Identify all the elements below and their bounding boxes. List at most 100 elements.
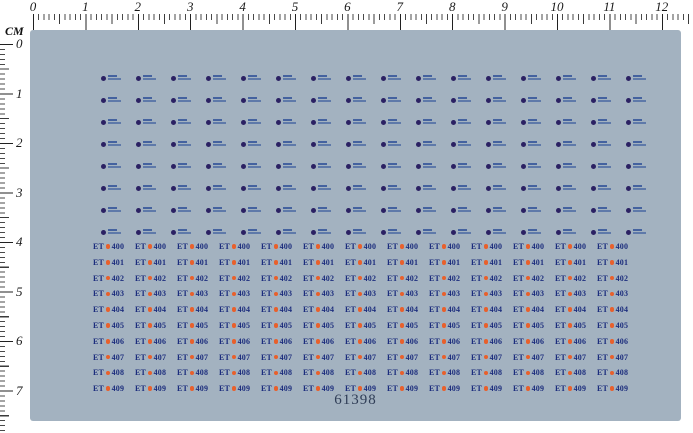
et-prefix: ET — [135, 273, 147, 283]
emblem-text-lines — [458, 141, 471, 147]
emblem-text-lines — [248, 75, 261, 81]
et-prefix: ET — [93, 273, 105, 283]
emblem-item — [416, 163, 436, 169]
et-prefix: ET — [597, 368, 609, 378]
v-ruler-number: 0 — [16, 36, 23, 51]
et-number: 400 — [531, 242, 545, 251]
et-prefix: ET — [261, 257, 273, 267]
v-ruler-number: 4 — [16, 234, 23, 249]
et-prefix: ET — [261, 384, 273, 394]
et-number: 401 — [321, 257, 335, 267]
emblem-text-lines — [318, 207, 331, 213]
emblem-dot — [591, 76, 596, 81]
emblem-item — [381, 207, 401, 213]
emblem-text-lines — [178, 119, 191, 125]
emblem-item — [556, 75, 576, 81]
et-decal-item: ET 401 — [261, 258, 292, 267]
et-number: 408 — [111, 368, 125, 378]
et-number: 409 — [447, 384, 461, 394]
et-decal-item: ET 407 — [387, 353, 418, 362]
et-prefix: ET — [261, 352, 273, 362]
et-number: 403 — [573, 289, 587, 299]
emblem-dot — [101, 186, 106, 191]
emblem-dot — [241, 164, 246, 169]
emblem-text-lines — [108, 75, 121, 81]
et-orange-dot — [567, 260, 573, 265]
et-orange-dot — [315, 275, 321, 281]
emblem-item — [626, 185, 646, 191]
et-prefix: ET — [555, 352, 567, 362]
et-decal-item: ET 405 — [93, 321, 124, 330]
et-decal-item: ET 400 — [303, 242, 334, 251]
et-number: 408 — [447, 368, 461, 378]
et-number: 403 — [153, 289, 167, 299]
emblem-item — [346, 207, 366, 213]
emblem-dot — [206, 230, 211, 235]
et-number: 402 — [237, 273, 251, 283]
emblem-dot — [521, 186, 526, 191]
et-prefix: ET — [345, 352, 357, 362]
emblem-text-lines — [493, 141, 506, 147]
emblem-dot — [241, 208, 246, 213]
emblem-item — [521, 163, 541, 169]
et-orange-dot — [525, 260, 531, 265]
emblem-item — [591, 163, 611, 169]
emblem-item — [486, 97, 506, 103]
emblem-dot — [381, 142, 386, 147]
et-prefix: ET — [135, 352, 147, 362]
et-prefix: ET — [513, 336, 525, 346]
emblem-dot — [416, 164, 421, 169]
et-prefix: ET — [177, 242, 189, 251]
emblem-dot — [136, 186, 141, 191]
et-decal-item: ET 405 — [513, 321, 544, 330]
et-decal-item: ET 405 — [261, 321, 292, 330]
et-prefix: ET — [513, 257, 525, 267]
emblem-dot — [556, 120, 561, 125]
emblem-item — [626, 97, 646, 103]
emblem-item — [521, 119, 541, 125]
emblem-item — [416, 185, 436, 191]
emblem-text-lines — [458, 163, 471, 169]
et-decal-item: ET 400 — [429, 242, 460, 251]
emblem-text-lines — [143, 163, 156, 169]
emblem-item — [101, 163, 121, 169]
et-prefix: ET — [303, 289, 315, 299]
emblem-item — [556, 163, 576, 169]
emblem-dot — [486, 142, 491, 147]
et-number: 401 — [447, 257, 461, 267]
et-decal-item: ET 408 — [471, 368, 502, 377]
emblem-dot — [136, 120, 141, 125]
et-prefix: ET — [303, 384, 315, 394]
emblem-dot — [626, 208, 631, 213]
et-number: 408 — [615, 368, 629, 378]
et-orange-dot — [105, 370, 111, 376]
et-prefix: ET — [303, 368, 315, 378]
emblem-item — [136, 163, 156, 169]
et-prefix: ET — [93, 305, 105, 315]
emblem-item — [171, 229, 191, 235]
et-number: 404 — [615, 305, 629, 315]
emblem-item — [486, 163, 506, 169]
et-prefix: ET — [429, 368, 441, 378]
et-prefix: ET — [135, 336, 147, 346]
et-decal-item: ET 406 — [219, 337, 250, 346]
et-orange-dot — [231, 354, 237, 360]
et-orange-dot — [273, 354, 279, 360]
et-orange-dot — [315, 339, 321, 344]
et-number: 400 — [447, 242, 461, 251]
et-prefix: ET — [219, 289, 231, 299]
et-orange-dot — [567, 354, 573, 360]
emblem-item — [556, 207, 576, 213]
et-decal-item: ET 401 — [555, 258, 586, 267]
et-orange-dot — [231, 244, 237, 249]
et-orange-dot — [105, 307, 111, 312]
et-decal-item: ET 401 — [471, 258, 502, 267]
et-orange-dot — [105, 244, 111, 249]
emblem-text-lines — [108, 229, 121, 235]
emblem-item — [451, 141, 471, 147]
et-number: 406 — [321, 336, 335, 346]
emblem-dot — [416, 208, 421, 213]
et-prefix: ET — [429, 289, 441, 299]
emblem-dot — [276, 76, 281, 81]
h-ruler-number: 12 — [655, 0, 669, 14]
